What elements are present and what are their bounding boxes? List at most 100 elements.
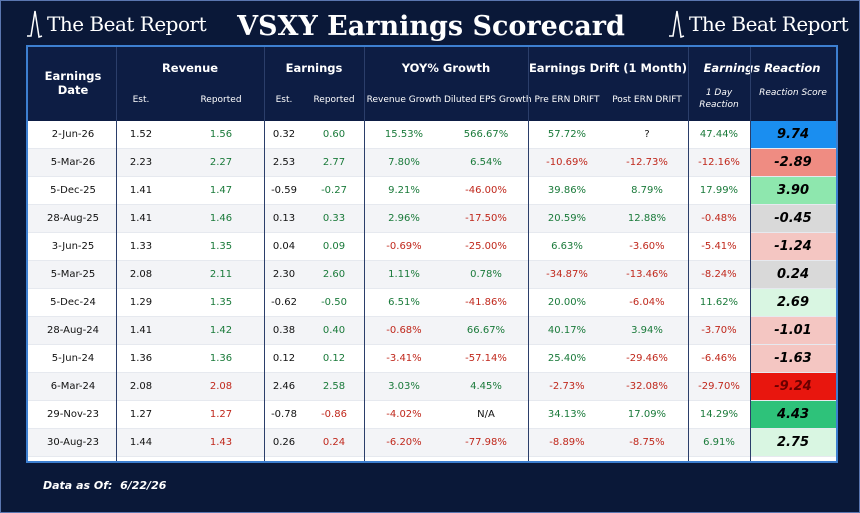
cell-revenue-growth: -0.69% [386, 241, 422, 252]
cell-revenue-reported: 2.08 [209, 381, 233, 392]
cell-eps-reported: 2.77 [322, 157, 346, 168]
cell-post-drift: -29.46% [626, 353, 668, 364]
cell-eps-reported: 2.58 [322, 381, 346, 392]
cell-revenue-reported: 1.35 [209, 297, 233, 308]
cell-revenue-reported: 1.43 [209, 437, 233, 448]
cell-one-day-reaction: -8.24% [701, 269, 737, 280]
cell-eps-est: -0.62 [271, 297, 297, 308]
cell-eps-est: 0.12 [272, 353, 296, 364]
cell-revenue-growth: -6.20% [386, 437, 422, 448]
cell-revenue-growth: 6.51% [388, 297, 420, 308]
cell-eps-reported: -0.50 [321, 297, 347, 308]
brand-name: The Beat Report [689, 12, 849, 36]
header-earnings-reaction: Earnings Reaction [703, 61, 821, 75]
cell-pre-drift: 40.17% [547, 325, 587, 336]
cell-pre-drift: 6.63% [551, 241, 583, 252]
cell-revenue-growth: 3.03% [388, 381, 420, 392]
cell-reaction-score: 2.69 [750, 289, 836, 316]
header-earnings: Earnings [285, 61, 343, 75]
column-divider [688, 47, 689, 461]
cell-one-day-reaction: -0.48% [701, 213, 737, 224]
cell-eps-growth: -25.00% [465, 241, 507, 252]
cell-eps-reported: 0.33 [322, 213, 346, 224]
cell-post-drift: 17.09% [627, 409, 667, 420]
header-earnings-drift: Earnings Drift (1 Month) [528, 61, 688, 75]
cell-post-drift: -6.04% [629, 297, 665, 308]
cell-eps-est: -0.59 [271, 185, 297, 196]
table-header [28, 47, 836, 121]
header-earnings-date: Earnings Date [44, 69, 102, 97]
cell-post-drift: -32.08% [626, 381, 668, 392]
cell-eps-growth: 4.45% [470, 381, 502, 392]
cell-revenue-est: 1.41 [129, 213, 153, 224]
table-row: 6-Mar-24 2.08 2.08 2.46 2.58 3.03% 4.45% -2.73%… [28, 373, 836, 401]
cell-one-day-reaction: 6.91% [703, 437, 735, 448]
cell-eps-reported: 0.60 [322, 129, 346, 140]
cell-date: 28-Aug-25 [47, 213, 99, 224]
cell-reaction-score: -2.89 [750, 149, 836, 176]
table-row: 5-Dec-25 1.41 1.47 -0.59 -0.27 9.21% -46.00% 39… [28, 177, 836, 205]
header-eps-reported: Reported [313, 95, 355, 105]
cell-date: 6-Mar-24 [50, 381, 96, 392]
table-row: 3-Jun-25 1.33 1.35 0.04 0.09 -0.69% -25.00% 6.6… [28, 233, 836, 261]
cell-revenue-est: 1.41 [129, 185, 153, 196]
cell-reaction-score: 3.90 [750, 177, 836, 204]
cell-post-drift: -13.46% [626, 269, 668, 280]
column-divider [750, 47, 751, 461]
cell-revenue-growth: -4.02% [386, 409, 422, 420]
cell-eps-growth: 566.67% [463, 129, 509, 140]
table-row: 2-Jun-26 1.52 1.56 0.32 0.60 15.53% 566.67% 57.… [28, 121, 836, 149]
cell-eps-est: 2.46 [272, 381, 296, 392]
cell-revenue-est: 1.33 [129, 241, 153, 252]
cell-pre-drift: -8.89% [549, 437, 585, 448]
column-divider [116, 47, 117, 461]
header-rev-est: Est. [132, 95, 150, 105]
heartbeat-icon [27, 10, 43, 38]
header-rev-reported: Reported [200, 95, 242, 105]
cell-date: 28-Aug-24 [47, 325, 99, 336]
cell-eps-growth: -46.00% [465, 185, 507, 196]
header-yoy-growth: YOY% Growth [401, 61, 491, 75]
cell-date: 2-Jun-26 [51, 129, 95, 140]
table-row: 5-Jun-24 1.36 1.36 0.12 0.12 -3.41% -57.14% 25.… [28, 345, 836, 373]
cell-eps-reported: -0.27 [321, 185, 347, 196]
data-as-of: Data as Of: 6/22/26 [43, 479, 166, 492]
cell-one-day-reaction: 47.44% [699, 129, 739, 140]
cell-eps-reported: 0.12 [322, 353, 346, 364]
cell-eps-est: 0.32 [272, 129, 296, 140]
cell-revenue-growth: -3.41% [386, 353, 422, 364]
cell-pre-drift: 57.72% [547, 129, 587, 140]
cell-revenue-growth: 7.80% [388, 157, 420, 168]
header-reaction-score: Reaction Score [759, 88, 827, 98]
cell-one-day-reaction: 14.29% [699, 409, 739, 420]
cell-revenue-est: 1.29 [129, 297, 153, 308]
cell-reaction-score: -1.63 [750, 345, 836, 372]
cell-post-drift: -8.75% [629, 437, 665, 448]
column-divider [528, 47, 529, 461]
header-revenue: Revenue [161, 61, 219, 75]
cell-revenue-est: 1.27 [129, 409, 153, 420]
cell-revenue-growth: 15.53% [384, 129, 424, 140]
cell-date: 5-Mar-25 [50, 269, 96, 280]
cell-eps-growth: N/A [477, 409, 495, 420]
table-row: 5-Mar-25 2.08 2.11 2.30 2.60 1.11% 0.78% -34.87… [28, 261, 836, 289]
cell-revenue-reported: 1.27 [209, 409, 233, 420]
cell-eps-reported: 0.09 [322, 241, 346, 252]
cell-reaction-score: 2.75 [750, 429, 836, 456]
cell-eps-growth: 0.78% [470, 269, 502, 280]
cell-date: 30-Aug-23 [47, 437, 99, 448]
cell-revenue-est: 1.36 [129, 353, 153, 364]
heartbeat-icon [669, 10, 685, 38]
data-as-of-label: Data as Of: [43, 479, 113, 492]
cell-eps-growth: -57.14% [465, 353, 507, 364]
cell-one-day-reaction: -6.46% [701, 353, 737, 364]
cell-post-drift: -3.60% [629, 241, 665, 252]
cell-pre-drift: -10.69% [546, 157, 588, 168]
cell-revenue-reported: 1.35 [209, 241, 233, 252]
cell-one-day-reaction: -29.70% [698, 381, 740, 392]
cell-eps-est: 2.53 [272, 157, 296, 168]
cell-reaction-score: 0.24 [750, 261, 836, 288]
data-as-of-date: 6/22/26 [120, 479, 167, 492]
cell-revenue-reported: 1.42 [209, 325, 233, 336]
